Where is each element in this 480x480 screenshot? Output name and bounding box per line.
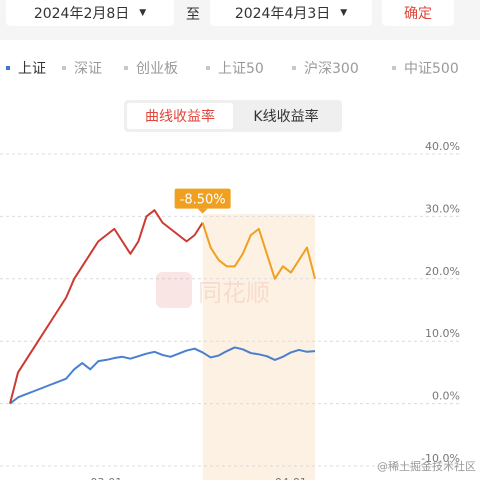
chevron-down-icon: ▼ — [139, 8, 147, 18]
start-date-select[interactable]: 2024年2月8日 ▼ — [6, 0, 174, 26]
series-line-benchmark — [9, 346, 316, 405]
x-tick-label: 03-01 — [90, 476, 122, 480]
date-range-bar: 2024年2月8日 ▼ 至 2024年4月3日 ▼ 确定 — [0, 0, 480, 40]
y-tick-label: 20.0% — [425, 265, 460, 278]
tab-dot-icon — [6, 66, 10, 70]
end-date-select[interactable]: 2024年4月3日 ▼ — [210, 0, 372, 26]
confirm-button[interactable]: 确定 — [382, 0, 454, 26]
tab-label: 创业板 — [136, 61, 178, 77]
tab-index-0[interactable]: 上证 — [6, 58, 46, 78]
drawdown-badge — [174, 188, 231, 209]
start-date-value: 2024年2月8日 — [33, 6, 130, 22]
tab-index-4[interactable]: 沪深300 — [292, 58, 359, 78]
brand-logo-icon — [156, 272, 192, 308]
tab-dot-icon — [392, 66, 396, 70]
y-tick-label: 40.0% — [425, 140, 460, 153]
chevron-down-icon: ▼ — [340, 8, 348, 18]
tab-dot-icon — [62, 66, 66, 70]
tab-label: 上证 — [18, 61, 46, 77]
index-tabs: 上证 深证 创业板 上证50 沪深300 中证500 — [0, 58, 480, 80]
watermark: 同花顺 — [156, 272, 270, 308]
end-date-value: 2024年4月3日 — [234, 6, 331, 22]
tab-dot-icon — [124, 66, 128, 70]
tab-index-2[interactable]: 创业板 — [124, 58, 178, 78]
tab-label: 沪深300 — [304, 61, 359, 77]
date-separator: 至 — [186, 7, 200, 23]
badge-pointer — [197, 208, 208, 214]
footer-credit: @稀土掘金技术社区 — [377, 460, 476, 473]
tab-label: 深证 — [74, 61, 102, 77]
y-tick-label: 0.0% — [432, 390, 460, 403]
series-line-drawdown — [201, 222, 316, 280]
mode-option-kline[interactable]: K线收益率 — [253, 109, 319, 125]
tab-index-3[interactable]: 上证50 — [206, 58, 264, 78]
highlight-band — [202, 214, 315, 480]
mode-option-curve[interactable]: 曲线收益率 — [127, 103, 233, 129]
tab-label: 上证50 — [218, 61, 264, 77]
tab-index-1[interactable]: 深证 — [62, 58, 102, 78]
tab-dot-icon — [292, 66, 296, 70]
tab-label: 中证500 — [404, 61, 459, 77]
x-tick-label: 04-01 — [275, 476, 307, 480]
series-line-portfolio — [9, 209, 204, 404]
watermark-text: 同花顺 — [198, 278, 270, 307]
return-line-chart[interactable]: 40.0% 30.0% 20.0% 10.0% 0.0% -10.0% 03-01 04-01… — [0, 140, 480, 480]
y-tick-label: 10.0% — [425, 327, 460, 340]
chart-mode-toggle: 曲线收益率 K线收益率 — [124, 100, 342, 132]
tab-index-5[interactable]: 中证500 — [392, 58, 459, 78]
drawdown-badge-label: -8.50% — [180, 193, 226, 208]
y-tick-label: 30.0% — [425, 202, 460, 215]
tab-dot-icon — [206, 66, 210, 70]
y-tick-label: -10.0% — [421, 452, 460, 465]
